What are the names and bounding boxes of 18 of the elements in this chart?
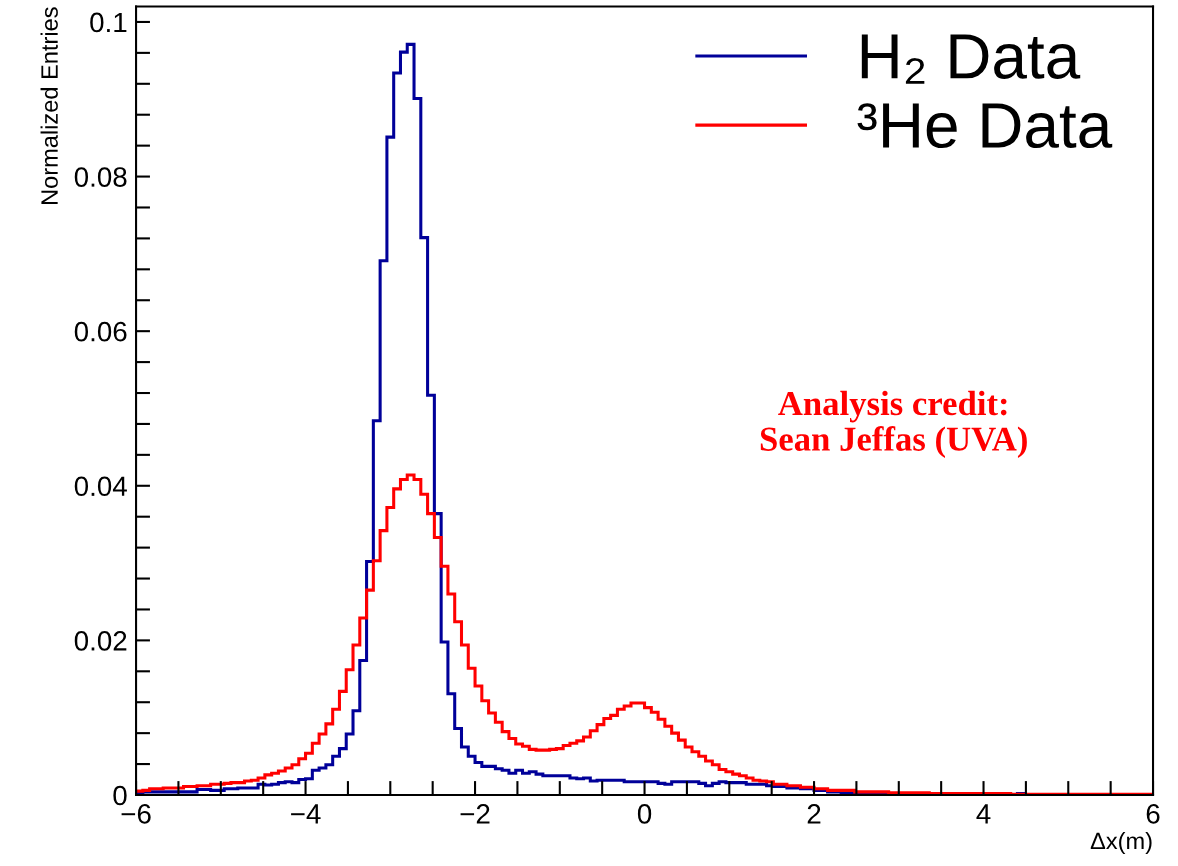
x-axis-title: Δx(m) <box>1090 831 1152 854</box>
y-tick-label: 0.02 <box>74 631 127 651</box>
legend-label: ³He Data <box>857 103 1113 149</box>
x-tick-label: −6 <box>121 804 151 824</box>
y-tick-label: 0 <box>113 785 127 806</box>
x-tick-label: 6 <box>1146 804 1160 824</box>
x-tick-label: −2 <box>460 804 490 824</box>
legend-label: H₂ Data <box>861 34 1081 84</box>
annotation: Analysis credit: Sean Jeffas (UVA) <box>760 390 1027 458</box>
x-tick-label: 2 <box>807 804 821 824</box>
y-tick-label: 0.1 <box>90 12 127 33</box>
x-tick-label: 4 <box>976 804 991 824</box>
y-tick-label: 0.06 <box>74 321 127 342</box>
y-axis-title: Normalized Entries <box>40 7 58 204</box>
y-tick-label: 0.08 <box>74 167 127 187</box>
x-tick-label: 0 <box>637 804 652 824</box>
y-tick-label: 0.04 <box>74 476 127 497</box>
x-tick-label: −4 <box>291 804 321 824</box>
